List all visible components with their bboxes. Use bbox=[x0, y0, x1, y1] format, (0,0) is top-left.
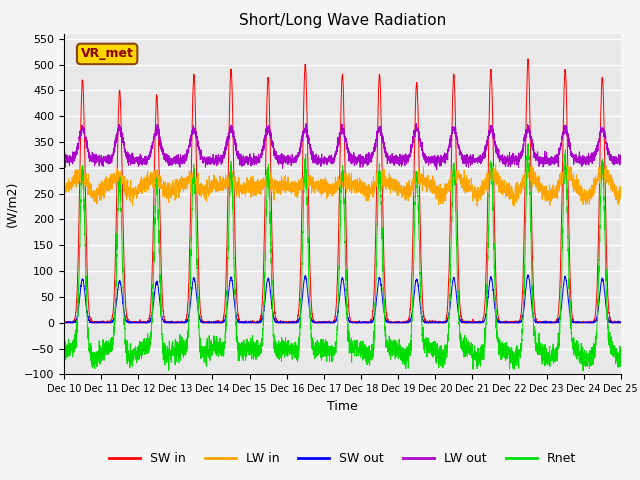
X-axis label: Time: Time bbox=[327, 400, 358, 413]
LW in bbox=[499, 192, 506, 198]
LW out bbox=[322, 156, 330, 162]
LW in bbox=[436, 189, 444, 195]
SW in bbox=[524, 56, 532, 62]
SW out bbox=[60, 320, 68, 325]
LW in bbox=[510, 203, 518, 209]
Rnet bbox=[160, 345, 168, 351]
SW in bbox=[322, 320, 330, 325]
LW in bbox=[160, 185, 168, 191]
SW out bbox=[616, 319, 624, 325]
LW out bbox=[302, 121, 310, 127]
Rnet bbox=[436, 351, 444, 357]
LW out bbox=[616, 156, 624, 162]
Text: VR_met: VR_met bbox=[81, 48, 134, 60]
LW out bbox=[436, 156, 444, 162]
Rnet bbox=[617, 353, 625, 359]
Rnet bbox=[60, 347, 68, 353]
Line: SW out: SW out bbox=[64, 275, 621, 323]
SW out bbox=[499, 320, 507, 325]
Rnet bbox=[467, 348, 475, 354]
Title: Short/Long Wave Radiation: Short/Long Wave Radiation bbox=[239, 13, 446, 28]
SW in bbox=[436, 319, 444, 324]
LW out bbox=[60, 159, 68, 165]
LW out bbox=[499, 155, 507, 161]
LW out bbox=[617, 160, 625, 166]
Line: SW in: SW in bbox=[64, 59, 621, 323]
SW out bbox=[436, 320, 444, 325]
LW in bbox=[467, 186, 475, 192]
LW in bbox=[616, 192, 624, 198]
LW out bbox=[433, 167, 440, 173]
SW out bbox=[524, 272, 532, 278]
LW out bbox=[160, 155, 168, 160]
SW out bbox=[467, 320, 475, 325]
Legend: SW in, LW in, SW out, LW out, Rnet: SW in, LW in, SW out, LW out, Rnet bbox=[104, 447, 581, 470]
LW in bbox=[322, 180, 330, 186]
SW out bbox=[322, 320, 330, 325]
Rnet bbox=[579, 368, 587, 374]
SW out bbox=[617, 320, 625, 325]
Line: Rnet: Rnet bbox=[64, 144, 621, 371]
SW in bbox=[616, 320, 624, 325]
Rnet bbox=[499, 355, 506, 361]
SW out bbox=[60, 320, 68, 325]
SW in bbox=[499, 319, 507, 325]
Line: LW in: LW in bbox=[64, 162, 621, 206]
Rnet bbox=[616, 356, 624, 362]
LW in bbox=[60, 187, 68, 193]
SW in bbox=[617, 320, 625, 325]
SW out bbox=[161, 320, 168, 325]
Y-axis label: (W/m2): (W/m2) bbox=[5, 181, 19, 227]
SW in bbox=[60, 320, 68, 325]
SW in bbox=[161, 315, 168, 321]
Line: LW out: LW out bbox=[64, 124, 621, 170]
SW in bbox=[60, 320, 68, 325]
LW in bbox=[560, 159, 568, 165]
SW in bbox=[467, 320, 475, 325]
Rnet bbox=[322, 343, 330, 349]
LW in bbox=[617, 193, 625, 199]
Rnet bbox=[524, 141, 532, 146]
LW out bbox=[468, 159, 476, 165]
